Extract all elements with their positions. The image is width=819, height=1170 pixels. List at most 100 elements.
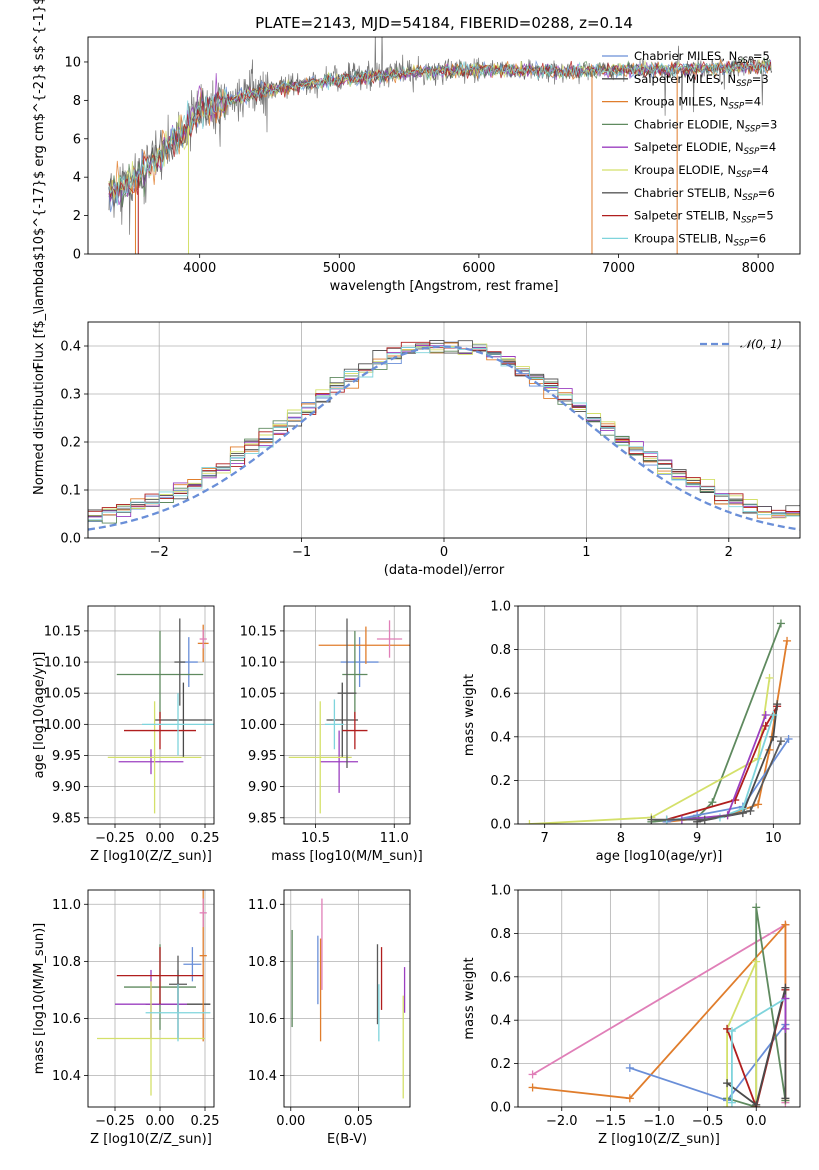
axes-frame xyxy=(87,889,215,1108)
x-tick-label: 4000 xyxy=(183,261,216,276)
errorbar-point xyxy=(145,984,211,1042)
x-tick-label: 9 xyxy=(693,831,701,846)
x-axis-label: Z [log10(Z/Z_sun)] xyxy=(598,1132,720,1147)
legend-label: Chabrier MILES, NSSP=5 xyxy=(634,49,770,66)
x-tick-label: −1 xyxy=(292,545,311,560)
chart-spectrum: 4000 5000 6000 7000 8000 0 2 4 6 8 10 wavelength [A… xyxy=(32,0,801,369)
errorbar-point xyxy=(116,947,204,1005)
y-axis-label: age [log10(age/yr)] xyxy=(32,652,47,779)
plot-area xyxy=(108,37,773,254)
weight-line xyxy=(651,740,782,821)
axes-frame xyxy=(87,321,801,539)
x-tick-label: 7000 xyxy=(602,261,635,276)
y-tick-label: 10.8 xyxy=(52,955,81,970)
axes-frame xyxy=(517,889,801,1108)
y-tick-label: 10.05 xyxy=(240,687,277,702)
errorbar-point xyxy=(174,618,186,706)
errorbar-point xyxy=(116,630,204,719)
y-tick-label: 1.0 xyxy=(490,884,511,899)
y-tick-label: 2 xyxy=(73,209,81,224)
y-tick-label: 10.10 xyxy=(240,656,277,671)
x-tick-label: 8 xyxy=(617,831,625,846)
weight-line xyxy=(666,640,788,823)
chart-age-vs-mass: 10.5 11.0 9.85 9.90 9.95 10.00 10.05 10.10 10.15… xyxy=(240,605,423,864)
y-tick-label: 10 xyxy=(64,55,81,70)
legend-label: Salpeter MILES, NSSP=3 xyxy=(634,72,769,89)
spectrum-model-line xyxy=(108,59,772,200)
y-tick-label: 8 xyxy=(73,94,81,109)
y-tick-label: 0.4 xyxy=(490,730,511,745)
chart-age-vs-Z: −0.25 0.00 0.25 9.85 9.90 9.95 10.00 10.05 10.10… xyxy=(32,605,220,864)
legend-label: Chabrier STELIB, NSSP=6 xyxy=(634,186,775,203)
errorbar-point xyxy=(288,701,352,814)
y-axis-label: mass [log10(M/M_sun)] xyxy=(32,923,47,1075)
x-tick-label: 5000 xyxy=(323,261,356,276)
y-tick-label: 0.0 xyxy=(490,818,511,833)
x-tick-label: −1.0 xyxy=(643,1114,675,1129)
legend-label: Salpeter ELODIE, NSSP=4 xyxy=(634,140,776,157)
x-tick-label: 0.25 xyxy=(191,831,220,846)
x-axis-label: Z [log10(Z/Z_sun)] xyxy=(90,1132,212,1147)
plot-area xyxy=(525,619,793,824)
errorbar-point xyxy=(97,981,205,1096)
legend-label: Kroupa MILES, NSSP=4 xyxy=(634,95,761,112)
x-axis-label: age [log10(age/yr)] xyxy=(596,849,723,864)
y-tick-label: 9.95 xyxy=(248,749,277,764)
x-tick-label: 11.0 xyxy=(380,831,409,846)
x-tick-label: −0.5 xyxy=(692,1114,724,1129)
spectrum-model-line xyxy=(108,59,771,208)
y-tick-label: 10.10 xyxy=(44,656,81,671)
axes-frame xyxy=(87,36,801,255)
axes-frame xyxy=(283,889,411,1108)
y-tick-label: 10.15 xyxy=(44,624,81,639)
errorbar-point xyxy=(124,711,196,750)
y-tick-label: 9.85 xyxy=(248,811,277,826)
errorbar-point xyxy=(199,898,207,928)
legend-label: Salpeter STELIB, NSSP=5 xyxy=(634,209,774,226)
errorbar-point xyxy=(318,626,410,664)
plot-area xyxy=(528,903,790,1107)
legend-label: Kroupa ELODIE, NSSP=4 xyxy=(634,163,769,180)
axes-frame xyxy=(87,605,215,825)
errorbar-point xyxy=(199,890,207,1042)
y-tick-label: 1.0 xyxy=(490,600,511,615)
y-tick-label: 0.8 xyxy=(490,927,511,942)
y-tick-label: 9.85 xyxy=(52,811,81,826)
legend-label: Chabrier ELODIE, NSSP=3 xyxy=(634,117,777,134)
y-tick-label: 0.4 xyxy=(490,1014,511,1029)
weight-line xyxy=(696,703,778,823)
y-tick-label: 9.90 xyxy=(248,780,277,795)
y-tick-label: 10.15 xyxy=(240,624,277,639)
spectrum-model-line xyxy=(108,59,772,198)
y-tick-label: 10.00 xyxy=(240,718,277,733)
x-tick-label: 0.25 xyxy=(191,1114,220,1129)
plot-area xyxy=(107,618,214,814)
legend: Chabrier MILES, NSSP=5 Salpeter MILES, NS… xyxy=(602,49,777,248)
errorbar-point xyxy=(142,693,214,756)
chart-mass-weight-vs-age: 7 8 9 10 0.0 0.2 0.4 0.6 0.8 1.0 age [log10(age/yr… xyxy=(462,600,801,864)
chart-mass-weight-vs-Z: −2.0 −1.5 −1.0 −0.5 0.0 0.0 0.2 0.4 0.6 0.8 1.0 Z [… xyxy=(462,884,801,1147)
plot-area xyxy=(291,898,406,1099)
y-tick-label: 0.6 xyxy=(490,970,511,985)
x-tick-label: 10.5 xyxy=(301,831,330,846)
y-tick-label: 0 xyxy=(73,248,81,263)
y-tick-label: 0.4 xyxy=(60,340,81,355)
weight-line xyxy=(666,705,778,821)
y-tick-label: 11.0 xyxy=(248,898,277,913)
x-axis-label: mass [log10(M/M_sun)] xyxy=(271,849,423,864)
y-tick-label: 11.0 xyxy=(52,898,81,913)
x-tick-label: 6000 xyxy=(462,261,495,276)
y-tick-label: 0.0 xyxy=(60,532,81,547)
errorbar-point xyxy=(118,749,184,775)
plot-area xyxy=(288,618,410,814)
errorbar-point xyxy=(199,629,207,649)
y-tick-label: 10.6 xyxy=(248,1012,277,1027)
chart-residuals: −2 −1 0 1 2 0.0 0.1 0.2 0.3 0.4 (data-model)/error… xyxy=(32,321,801,578)
x-tick-label: 0 xyxy=(440,545,448,560)
x-tick-label: 10 xyxy=(765,831,782,846)
y-tick-label: 0.1 xyxy=(60,484,81,499)
x-tick-label: −2.0 xyxy=(546,1114,578,1129)
x-axis-label: (data-model)/error xyxy=(384,563,505,578)
x-tick-label: 8000 xyxy=(742,261,775,276)
y-tick-label: 10.4 xyxy=(52,1069,81,1084)
